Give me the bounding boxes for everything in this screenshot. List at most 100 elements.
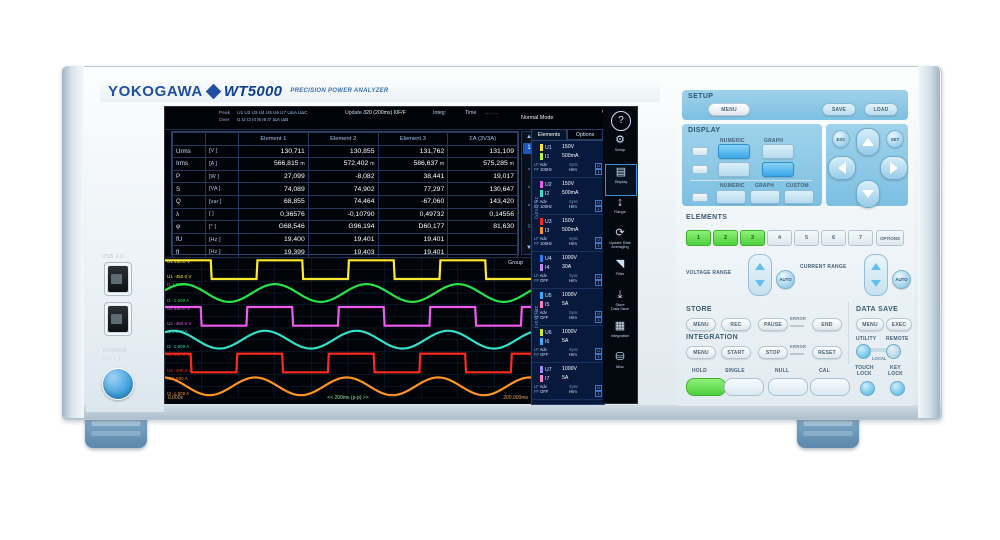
element-group[interactable]: U5 1000V I5 5A LF Adv FF OFF Sync Hrm U 1 [532,289,604,326]
setup-load-button[interactable]: LOAD [864,103,898,116]
sync-source-box[interactable]: U [595,348,602,355]
sync-source-index[interactable]: 1 [595,206,602,213]
right-arrow-button[interactable] [880,156,908,180]
help-icon[interactable]: ? [611,111,631,131]
channel-range: 150V [562,218,575,224]
element-button-6[interactable]: 6 [821,230,846,246]
tab-options[interactable]: Options [567,129,603,140]
table-row[interactable]: Q [var ] 68,855 74,464 -67,060 143,420 [172,194,518,209]
screen-icon-menu[interactable]: ? ⚙ Setup ▤ Display ↨ Range ⟳ Update Rate Avera… [603,107,637,403]
up-arrow-button[interactable] [856,128,880,156]
data-save-menu-button[interactable]: MENU [856,318,884,331]
sync-source-index[interactable]: 1 [595,391,602,398]
store-end-button[interactable]: END [812,318,842,331]
sync-source-box[interactable]: U [595,274,602,281]
voltage-range-stepper[interactable] [748,254,772,296]
display-numeric-button-3[interactable] [716,190,746,204]
element-button-1[interactable]: 1 [686,230,711,246]
voltage-auto-button[interactable]: AUTO [776,270,795,289]
sync-source-index[interactable]: 1 [595,169,602,176]
key-lock-lamp[interactable] [890,381,905,396]
store-pause-button[interactable]: PAUSE [758,318,788,331]
menu-item-filter[interactable]: ◥ Filter [605,257,635,287]
sync-source-index[interactable]: 1 [595,354,602,361]
trace-bottom-label: U1 -450.0 V [167,274,192,280]
setup-save-button[interactable]: SAVE [822,103,856,116]
usb-port-1[interactable] [104,262,132,296]
table-row[interactable]: fU [Hz ] 19,400 19,401 19,401 [172,232,518,247]
element-group[interactable]: U4 1000V I4 30A LF Adv FF OFF Sync Hrm U 1 [532,252,604,289]
row-unit: [A ] [205,157,239,171]
display-graph-button-2[interactable] [762,162,794,177]
element-group[interactable]: U3 150V I3 500mA LF Adv FF 100Hz Sync Hrm U 1 [532,215,604,252]
sync-source-index[interactable]: 1 [595,243,602,250]
scroll-down-icon[interactable]: ▼ [526,245,532,251]
power-button[interactable] [102,368,134,400]
sync-source-box[interactable]: U [595,237,602,244]
menu-item-bar-chart[interactable]: ▦ Integration [605,319,635,349]
table-row[interactable]: φ [° ] G68,546 G96,194 D60,177 81,630 [172,220,518,234]
sync-source-index[interactable]: 1 [595,280,602,287]
current-range-stepper[interactable] [864,254,888,296]
current-auto-button[interactable]: AUTO [892,270,911,289]
menu-item-refresh[interactable]: ⟳ Update Rate Averaging [605,226,635,256]
lcd-screen[interactable]: Peak U1 U2 U3 U4 U5 U6 U7 UΔA UΔC Over I… [165,107,637,405]
sync-source-box[interactable]: U [595,311,602,318]
display-numeric-button-1[interactable] [718,144,750,159]
remote-lamp[interactable] [886,344,901,359]
table-row[interactable]: Urms [V ] 130,711 130,855 131,762 131,109 [172,144,518,159]
hold-button[interactable] [686,378,726,396]
left-arrow-button[interactable] [828,156,856,180]
display-numeric-button-2[interactable] [718,162,750,177]
display-custom-button[interactable] [784,190,814,204]
elements-options-button[interactable]: OPTIONS [876,230,904,246]
element-button-5[interactable]: 5 [794,230,819,246]
integration-menu-button[interactable]: MENU [686,346,716,359]
table-row[interactable]: Irms [A ] 566,815 m 572,402 m 586,637 m 575,2… [172,157,518,171]
elements-side-panel[interactable]: Elements Options ΣA (3V3A) ΣB (3V3A) U1 1… [531,129,605,405]
single-button[interactable] [724,378,764,396]
display-graph-button-1[interactable] [762,144,794,159]
cal-button[interactable] [810,378,850,396]
menu-item-save[interactable]: ⤓ Store Data Save [605,288,635,318]
store-menu-button[interactable]: MENU [686,318,716,331]
element-button-4[interactable]: 4 [767,230,792,246]
table-row[interactable]: P [W ] 27,099 -8,082 38,441 19,017 [172,169,518,184]
element-group[interactable]: U1 150V I1 500mA LF Adv FF 100Hz Sync Hrm U 1 [532,141,604,178]
null-button[interactable] [768,378,808,396]
element-group[interactable]: U6 1000V I6 5A LF Adv FF OFF Sync Hrm U 1 [532,326,604,363]
store-rec-button[interactable]: REC [721,318,751,331]
menu-item-toolbox[interactable]: ⛁ Misc [605,350,635,380]
utility-lamp[interactable] [856,344,871,359]
menu-item-display[interactable]: ▤ Display [605,164,637,196]
tab-elements[interactable]: Elements [531,129,567,140]
data-save-exec-button[interactable]: EXEC [886,318,912,331]
down-arrow-button[interactable] [856,180,880,208]
sync-source-box[interactable]: U [595,163,602,170]
sync-source-box[interactable]: U [595,200,602,207]
integration-start-button[interactable]: START [721,346,751,359]
numeric-measurement-table[interactable]: Element 1 Element 2 Element 3 ΣA (3V3A) … [171,131,519,259]
integration-reset-button[interactable]: RESET [812,346,842,359]
element-button-2[interactable]: 2 [713,230,738,246]
usb-port-2[interactable] [104,302,132,336]
element-button-7[interactable]: 7 [848,230,873,246]
element-group[interactable]: U2 150V I2 500mA LF Adv FF 100Hz Sync Hrm U 1 [532,178,604,215]
set-button[interactable]: SET [886,130,904,148]
element-button-3[interactable]: 3 [740,230,765,246]
scroll-up-icon[interactable]: ▲ [526,134,532,140]
touch-lock-lamp[interactable] [860,381,875,396]
esc-button[interactable]: ESC [832,130,850,148]
table-row[interactable]: λ[ ] 0,36576 -0,10790 0,49732 0,14556 [172,207,518,222]
menu-item-label: Display [614,179,628,184]
menu-item-gear[interactable]: ⚙ Setup [605,133,635,163]
element-group[interactable]: U7 1000V I7 5A LF Adv FF OFF Sync Hrm U 1 [532,363,604,400]
display-graph-button-3[interactable] [750,190,780,204]
table-row[interactable]: S [VA ] 74,089 74,902 77,297 130,647 [172,182,518,196]
sync-source-index[interactable]: 1 [595,317,602,324]
setup-menu-button[interactable]: MENU [708,103,750,116]
integration-stop-button[interactable]: STOP [758,346,788,359]
menu-item-range[interactable]: ↨ Range [605,195,635,225]
sync-source-box[interactable]: U [595,385,602,392]
waveform-display[interactable]: Group U1 450.0 V U1 -450.0 V I1 1.500 A I1 … [165,257,531,404]
